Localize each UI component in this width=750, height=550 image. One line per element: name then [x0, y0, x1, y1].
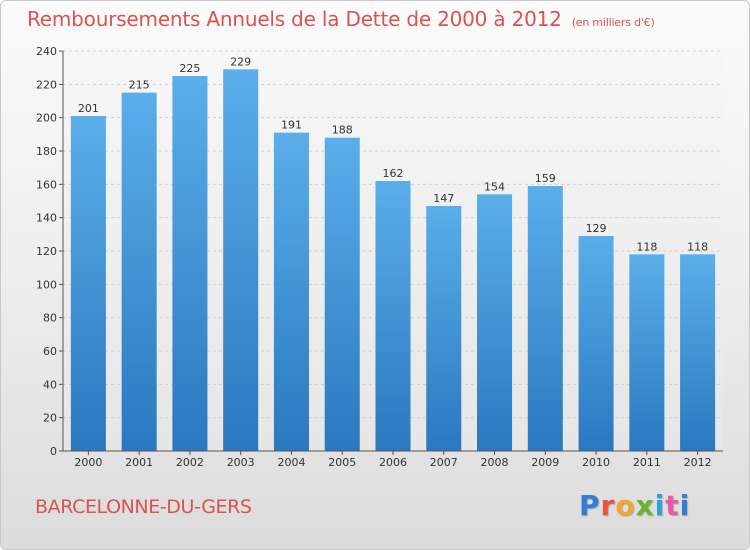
logo-letter: i: [679, 489, 691, 522]
data-label-2000: 201: [78, 102, 99, 115]
x-tick-label: 2006: [379, 456, 407, 469]
y-tick-label: 240: [36, 45, 57, 58]
data-label-2005: 188: [332, 124, 353, 137]
logo-letter: P: [579, 489, 601, 522]
y-axis: 0 20 40 60 80 100 120 140 160 180 200 220 240: [36, 45, 64, 458]
data-label-2009: 159: [535, 172, 556, 185]
bar-2007: [426, 206, 462, 451]
data-label-2010: 129: [586, 222, 607, 235]
location-name: BARCELONNE-DU-GERS: [35, 496, 252, 518]
data-label-2007: 147: [433, 192, 454, 205]
y-tick-label: 40: [43, 378, 57, 391]
y-tick-label: 80: [43, 312, 57, 325]
y-tick-label: 100: [36, 278, 57, 291]
logo-letter: t: [665, 489, 680, 522]
bar-2003: [223, 69, 259, 451]
bar-2005: [324, 137, 360, 451]
x-tick-label: 2002: [176, 456, 204, 469]
data-label-2003: 229: [230, 55, 251, 68]
x-tick-label: 2003: [227, 456, 255, 469]
x-tick-label: 2011: [633, 456, 661, 469]
data-label-2004: 191: [281, 119, 302, 132]
y-tick-label: 220: [36, 78, 57, 91]
bar-2010: [578, 236, 614, 451]
y-tick-label: 160: [36, 178, 57, 191]
data-label-2008: 154: [484, 180, 505, 193]
data-label-2006: 162: [383, 167, 404, 180]
data-label-2011: 118: [636, 240, 657, 253]
y-tick-label: 140: [36, 212, 57, 225]
chart-title: Remboursements Annuels de la Dette de 20…: [27, 7, 655, 31]
x-axis: 2000 2001 2002 2003 2004 2005 2006 2007 2008 2009…: [63, 450, 723, 469]
chart-title-text: Remboursements Annuels de la Dette de 20…: [27, 7, 562, 31]
bar-2000: [70, 116, 106, 451]
x-tick-label: 2010: [582, 456, 610, 469]
logo-letter: r: [600, 489, 616, 522]
logo-letter: x: [635, 489, 655, 522]
data-label-2001: 215: [129, 79, 150, 92]
y-tick-label: 200: [36, 112, 57, 125]
y-tick-label: 20: [43, 412, 57, 425]
bar-2006: [375, 181, 411, 451]
logo-letter: i: [654, 489, 666, 522]
bar-2001: [121, 92, 157, 452]
data-label-2002: 225: [179, 62, 200, 75]
x-tick-label: 2009: [531, 456, 559, 469]
bar-2008: [477, 194, 513, 452]
chart-subtitle: (en milliers d'€): [571, 16, 655, 29]
bar-2011: [629, 254, 665, 451]
x-tick-label: 2005: [328, 456, 356, 469]
bars: 201 215 225 229 191 188 162 147 154 159 129 118 118: [70, 55, 716, 452]
x-tick-label: 2012: [684, 456, 712, 469]
bar-2009: [527, 186, 563, 451]
y-tick-label: 0: [50, 445, 57, 458]
y-tick-label: 120: [36, 245, 57, 258]
x-tick-label: 2007: [430, 456, 458, 469]
bar-2002: [172, 76, 208, 451]
bar-2004: [273, 132, 309, 451]
y-tick-label: 180: [36, 145, 57, 158]
y-tick-label: 60: [43, 345, 57, 358]
proxiti-logo[interactable]: Proxiti: [579, 489, 690, 522]
x-tick-label: 2004: [277, 456, 305, 469]
logo-letter: o: [615, 489, 636, 522]
x-tick-label: 2001: [125, 456, 153, 469]
x-tick-label: 2008: [481, 456, 509, 469]
bar-2012: [680, 254, 716, 451]
data-label-2012: 118: [687, 240, 708, 253]
x-tick-label: 2000: [74, 456, 102, 469]
